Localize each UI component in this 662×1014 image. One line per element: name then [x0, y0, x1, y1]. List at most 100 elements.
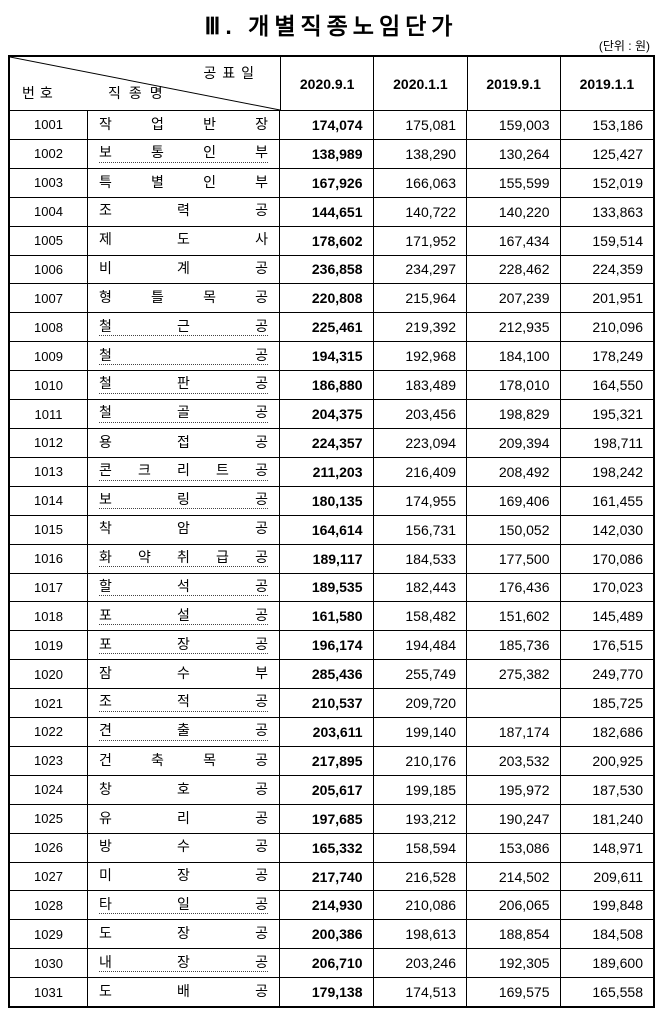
- wage-value-cell: 167,926: [280, 168, 374, 197]
- row-number-cell: 1020: [10, 660, 88, 689]
- wage-value-cell: 161,455: [592, 492, 643, 509]
- wage-value-cell: 205,617: [280, 775, 374, 804]
- wage-value-cell: 183,489: [374, 371, 467, 400]
- row-number-cell: 1006: [10, 255, 88, 284]
- wage-value-cell: 285,436: [280, 660, 374, 689]
- wage-value-cell: 178,010: [467, 371, 561, 400]
- corner-date-label: 공표일: [203, 65, 260, 81]
- wage-value-cell: 150,052: [467, 515, 561, 544]
- wage-value-cell: 203,456: [374, 400, 467, 428]
- wage-value-cell: 210,176: [374, 746, 467, 775]
- wage-value-cell: 224,359: [592, 261, 643, 278]
- wage-value-cell: 176,515: [592, 637, 643, 654]
- wage-value-cell: 225,461: [280, 313, 374, 342]
- wage-value-cell: 189,600: [592, 955, 643, 972]
- wage-value-cell: 174,955: [374, 486, 467, 515]
- wage-value-cell: 138,989: [280, 139, 374, 168]
- wage-value-cell: 200,386: [280, 920, 374, 949]
- row-number-cell: 1023: [10, 746, 88, 775]
- wage-value-cell: 153,186: [592, 116, 643, 133]
- wage-value-cell: 151,602: [467, 602, 561, 631]
- unit-note: (단위 : 원): [598, 39, 650, 53]
- wage-value-cell: 169,575: [467, 978, 561, 1007]
- wage-value-cell: 156,731: [374, 515, 467, 544]
- row-number-cell: 1018: [10, 602, 88, 631]
- row-number-cell: 1024: [10, 775, 88, 804]
- wage-value-cell: 194,315: [280, 342, 374, 371]
- wage-value-cell: 148,971: [592, 839, 643, 856]
- wage-value-cell: 214,502: [467, 862, 561, 891]
- wage-value-cell: 169,406: [467, 486, 561, 515]
- corner-cell: 공표일 번호 직종명: [10, 57, 281, 110]
- wage-value-cell: 188,854: [467, 920, 561, 949]
- diagonal-line: [10, 57, 280, 110]
- row-number-cell: 1005: [10, 226, 88, 255]
- wage-value-cell: 140,220: [467, 197, 561, 226]
- wage-value-cell: 210,096: [592, 319, 643, 336]
- row-number-cell: 1017: [10, 573, 88, 602]
- row-number-cell: 1029: [10, 920, 88, 949]
- wage-value-cell: 177,500: [467, 544, 561, 573]
- wage-value-cell: 187,530: [592, 781, 643, 798]
- row-number-cell: 1010: [10, 371, 88, 400]
- table-header-row: 공표일 번호 직종명 2020.9.1 2020.1.1 2019.9.1 20…: [10, 57, 653, 111]
- wage-value-cell: 210,537: [280, 689, 374, 718]
- wage-value-cell: 198,711: [593, 434, 643, 451]
- wage-value-cell: 219,392: [374, 313, 467, 342]
- row-number-cell: 1002: [10, 139, 88, 168]
- wage-value-cell: 133,863: [592, 203, 643, 220]
- wage-value-cell: 249,770: [592, 666, 643, 683]
- row-number-cell: 1021: [10, 689, 88, 718]
- wage-value-cell: 130,264: [467, 139, 561, 168]
- wage-value-cell: 196,174: [280, 631, 374, 660]
- row-number-cell: 1013: [10, 457, 88, 486]
- wage-value-cell: 192,305: [467, 949, 561, 978]
- wage-value-cell: 189,117: [280, 544, 374, 573]
- wage-value-cell: 195,972: [467, 775, 561, 804]
- wage-value-cell: 211,203: [280, 457, 374, 486]
- row-number-cell: 1007: [10, 284, 88, 313]
- wage-value-cell: 185,725: [592, 695, 643, 712]
- date-column-header: 2020.9.1: [281, 57, 375, 110]
- row-number-cell: 1014: [10, 486, 88, 515]
- wage-value-cell: 206,710: [280, 949, 374, 978]
- wage-value-cell: 209,720: [374, 689, 467, 718]
- wage-value-cell: 193,212: [374, 804, 467, 833]
- wage-value-cell: 174,074: [280, 111, 374, 139]
- wage-value-cell: 165,558: [592, 984, 643, 1001]
- wage-value-cell: 181,240: [592, 810, 643, 827]
- wage-value-cell: 174,513: [374, 978, 467, 1007]
- wage-value-cell: 203,611: [280, 718, 374, 746]
- wage-value-cell: 204,375: [280, 400, 374, 428]
